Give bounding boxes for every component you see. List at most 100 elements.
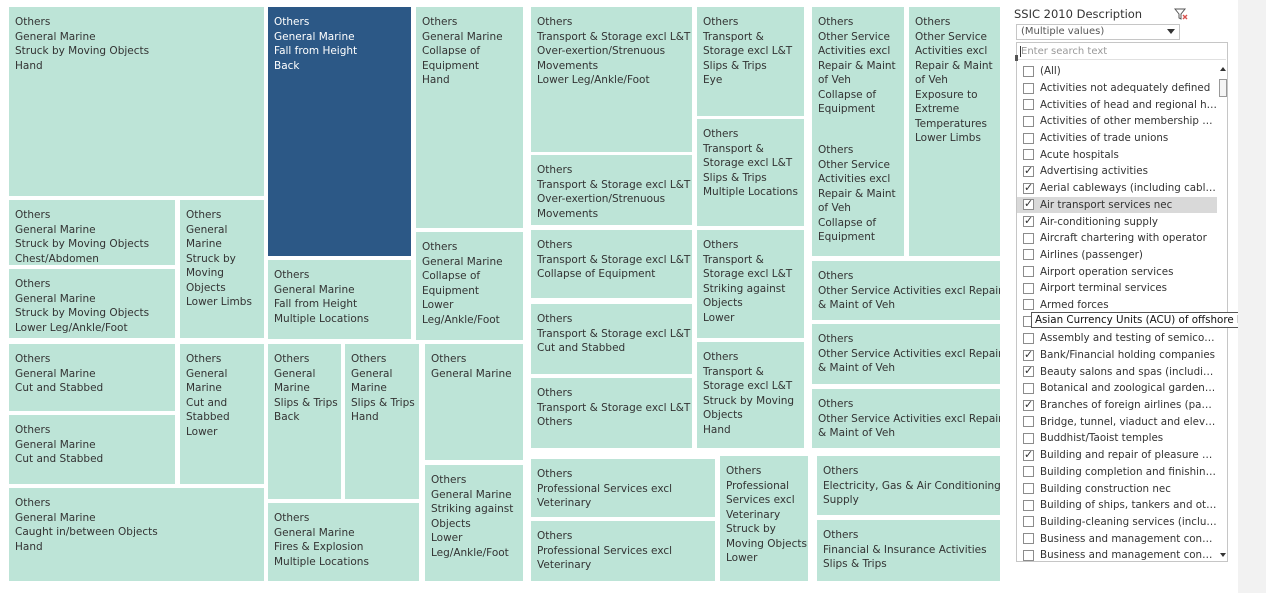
checkbox-icon[interactable] — [1023, 549, 1034, 561]
checkbox-checked-icon[interactable] — [1023, 364, 1034, 378]
page-scroll-strip[interactable] — [1238, 0, 1266, 593]
treemap-tile[interactable]: Others General Marine Cut and Stabbed — [9, 344, 175, 411]
filter-item[interactable]: Building completion and finishing nec — [1017, 464, 1217, 481]
checkbox-icon[interactable] — [1023, 516, 1034, 528]
checkbox-icon[interactable] — [1023, 266, 1034, 278]
filter-item[interactable]: Building-cleaning services (includin... — [1017, 514, 1217, 531]
chevron-down-icon[interactable] — [1167, 29, 1175, 34]
treemap-tile[interactable]: Others General Marine Fall from Height Back — [268, 7, 411, 256]
checkbox-checked-icon[interactable] — [1023, 348, 1034, 361]
treemap-tile[interactable]: Others Transport & Storage excl L&T Slips &… — [697, 7, 804, 116]
treemap-tile[interactable]: Others Electricity, Gas & Air Conditionin… — [817, 456, 1000, 515]
filter-item[interactable]: Building construction nec — [1017, 480, 1217, 497]
filter-item[interactable]: Building of ships, tankers and other... — [1017, 497, 1217, 514]
list-scrollbar[interactable] — [1218, 63, 1228, 561]
scroll-down-icon[interactable] — [1220, 553, 1226, 557]
filter-item[interactable]: Buddhist/Taoist temples — [1017, 430, 1217, 447]
treemap-tile[interactable]: Others General Marine Striking against Obje… — [425, 465, 523, 581]
checkbox-icon[interactable] — [1023, 299, 1034, 311]
treemap-tile[interactable]: Others Professional Services excl Veterina… — [531, 459, 715, 517]
checkbox-checked-icon[interactable] — [1023, 214, 1034, 228]
filter-item[interactable]: Airport operation services — [1017, 263, 1217, 280]
treemap-tile[interactable]: Others General Marine Slips & Trips Back — [268, 344, 341, 499]
checkbox-icon[interactable] — [1023, 332, 1034, 344]
filter-item[interactable]: Activities of head and regional hea... — [1017, 96, 1217, 113]
checkbox-checked-icon[interactable] — [1023, 197, 1034, 211]
treemap-tile[interactable]: Others General Marine Cut and Stabbed — [9, 415, 175, 484]
checkbox-icon[interactable] — [1023, 82, 1034, 94]
treemap-tile[interactable]: Others Financial & Insurance Activities Sl… — [817, 520, 1000, 581]
scroll-up-icon[interactable] — [1220, 67, 1226, 71]
filter-item[interactable]: Air-conditioning supply — [1017, 213, 1217, 230]
filter-item[interactable]: Bank/Financial holding companies — [1017, 347, 1217, 364]
checkbox-icon[interactable] — [1023, 232, 1034, 244]
treemap-tile[interactable]: Others General Marine Struck by Moving Obj… — [9, 7, 264, 196]
filter-item[interactable]: Botanical and zoological gardens a... — [1017, 380, 1217, 397]
filter-dropdown[interactable]: (Multiple values) — [1016, 24, 1180, 40]
treemap-tile[interactable]: Others Professional Services excl Veterina… — [531, 521, 715, 581]
scroll-thumb[interactable] — [1219, 79, 1227, 97]
checkbox-checked-icon[interactable] — [1023, 181, 1034, 194]
checkbox-icon[interactable] — [1023, 65, 1034, 77]
checkbox-icon[interactable] — [1023, 416, 1034, 428]
filter-item[interactable]: Airport terminal services — [1017, 280, 1217, 297]
checkbox-checked-icon[interactable] — [1023, 448, 1034, 461]
checkbox-icon[interactable] — [1023, 499, 1034, 511]
treemap-tile[interactable]: Others General Marine Struck by Moving Obj… — [9, 200, 175, 265]
checkbox-icon[interactable] — [1023, 282, 1034, 294]
treemap-tile[interactable]: Others Professional Services excl Veterinar… — [720, 456, 808, 581]
treemap-tile[interactable]: Others Transport & Storage excl L&T Over-e… — [531, 7, 692, 152]
filter-item[interactable]: Business and management consult... — [1017, 530, 1217, 547]
treemap-tile[interactable]: Others Other Service Activities excl Repair… — [812, 7, 904, 150]
filter-item[interactable]: Assembly and testing of semicondu... — [1017, 330, 1217, 347]
checkbox-icon[interactable] — [1023, 466, 1034, 478]
treemap-tile[interactable]: Others Transport & Storage excl L&T Over-e… — [531, 155, 692, 225]
treemap-tile[interactable]: Others Transport & Storage excl L&T Slips &… — [697, 119, 804, 226]
treemap-tile[interactable]: Others Other Service Activities excl Repa… — [812, 261, 1000, 320]
treemap-tile[interactable]: Others General Marine — [425, 344, 523, 460]
treemap-tile[interactable]: Others General Marine Fires & Explosion Mul… — [268, 503, 419, 581]
treemap-tile[interactable]: Others Transport & Storage excl L&T Others — [531, 378, 692, 448]
filter-item[interactable]: Building and repair of pleasure craf... — [1017, 447, 1217, 464]
filter-item[interactable]: Beauty salons and spas (including s... — [1017, 363, 1217, 380]
filter-item[interactable]: Advertising activities — [1017, 163, 1217, 180]
treemap-tile[interactable]: Others General Marine Fall from Height Mult… — [268, 260, 411, 339]
treemap-tile[interactable]: Others Other Service Activities excl Repa… — [812, 324, 1000, 384]
checkbox-icon[interactable] — [1023, 149, 1034, 161]
filter-item[interactable]: Armed forces — [1017, 297, 1217, 314]
filter-item[interactable]: Airlines (passenger) — [1017, 247, 1217, 264]
checkbox-checked-icon[interactable] — [1023, 398, 1034, 411]
treemap-tile[interactable]: Others General Marine Collapse of Equipment… — [416, 232, 523, 340]
treemap-tile[interactable]: Others Other Service Activities excl Repair… — [909, 7, 1000, 256]
filter-item[interactable]: (All) — [1017, 63, 1217, 80]
filter-item[interactable]: Business and management consult... — [1017, 547, 1217, 564]
treemap-tile[interactable]: Others General Marine Struck by Moving Object… — [180, 200, 264, 338]
treemap-tile[interactable]: Others General Marine Struck by Moving Obj… — [9, 269, 175, 338]
checkbox-icon[interactable] — [1023, 132, 1034, 144]
filter-item[interactable]: Aerial cableways (including cable c... — [1017, 180, 1217, 197]
search-input[interactable]: Enter search text — [1018, 44, 1226, 60]
clear-filter-icon[interactable] — [1174, 7, 1188, 21]
resize-handle[interactable] — [1015, 55, 1018, 61]
treemap-tile[interactable]: Others Transport & Storage excl L&T Strikin… — [697, 230, 804, 338]
checkbox-icon[interactable] — [1023, 483, 1034, 495]
checkbox-icon[interactable] — [1023, 533, 1034, 545]
filter-item[interactable]: Branches of foreign airlines (passe... — [1017, 397, 1217, 414]
filter-item[interactable]: Bridge, tunnel, viaduct and elevate... — [1017, 413, 1217, 430]
checkbox-icon[interactable] — [1023, 249, 1034, 261]
treemap-tile[interactable]: Others Other Service Activities excl Repa… — [812, 389, 1000, 448]
filter-item[interactable]: Air transport services nec — [1017, 196, 1217, 214]
filter-item[interactable]: Acute hospitals — [1017, 146, 1217, 163]
treemap-tile[interactable]: Others General Marine Collapse of Equipment… — [416, 7, 523, 228]
treemap-tile[interactable]: Others Transport & Storage excl L&T Cut an… — [531, 304, 692, 374]
treemap-tile[interactable]: Others Other Service Activities excl Repair… — [812, 135, 904, 256]
treemap-tile[interactable]: Others General Marine Caught in/between Ob… — [9, 488, 264, 581]
checkbox-icon[interactable] — [1023, 382, 1034, 394]
treemap-tile[interactable]: Others General Marine Slips & Trips Hand — [345, 344, 419, 499]
filter-item[interactable]: Aircraft chartering with operator — [1017, 230, 1217, 247]
checkbox-checked-icon[interactable] — [1023, 164, 1034, 177]
treemap-tile[interactable]: Others Transport & Storage excl L&T Collap… — [531, 230, 692, 298]
filter-item[interactable]: Activities of other membership org... — [1017, 113, 1217, 130]
treemap-tile[interactable]: Others General Marine Cut and Stabbed Lower — [180, 344, 264, 484]
checkbox-icon[interactable] — [1023, 99, 1034, 111]
